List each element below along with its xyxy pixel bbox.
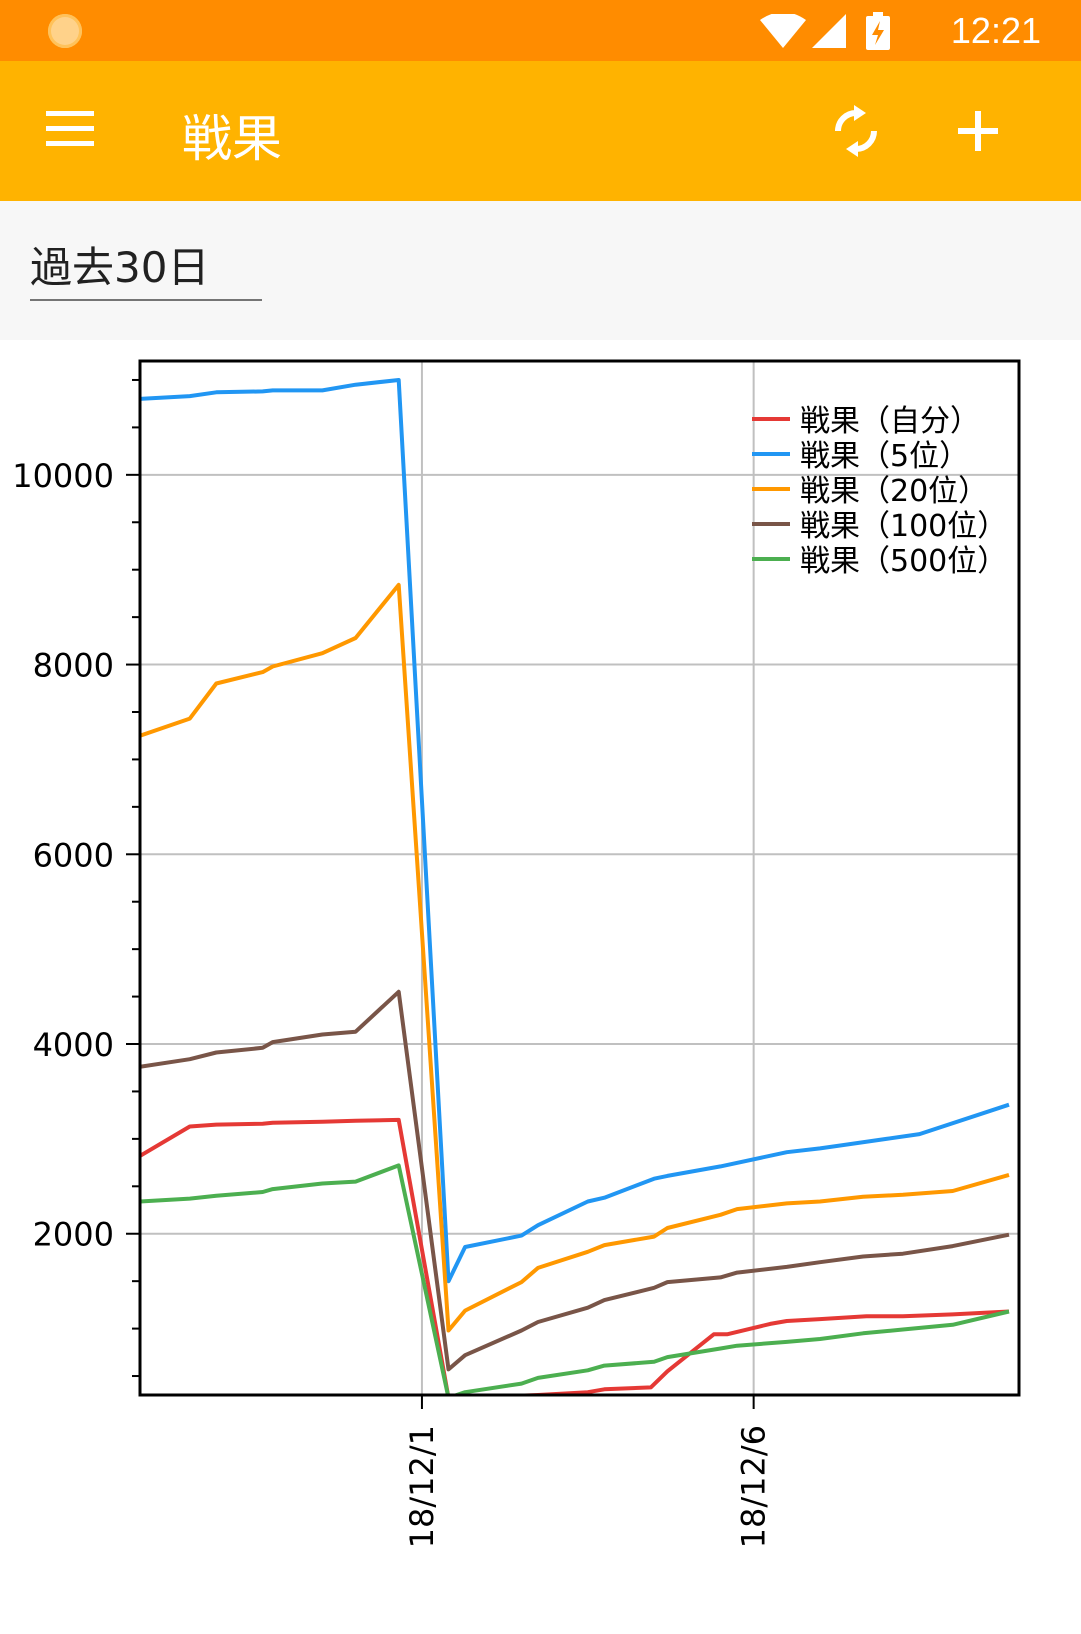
legend-entry-1: 戦果（自分） [800, 404, 980, 439]
y-tick-label: 6000 [33, 836, 114, 874]
app-bar: 戦果 [0, 61, 1081, 201]
wifi-icon [760, 14, 806, 48]
y-tick-label: 2000 [33, 1216, 114, 1254]
sun-icon [48, 14, 82, 48]
sync-icon[interactable] [828, 105, 884, 157]
series-line-2 [140, 378, 1010, 1284]
series-line-4 [140, 989, 1010, 1372]
status-bar: 12:21 [0, 0, 1081, 61]
chart-area: 2000 4000 6000 8000 10000 18/12/1 18/12/6 戦果（自分… [0, 340, 1081, 1630]
plus-icon[interactable] [954, 107, 1002, 155]
legend-entry-4: 戦果（100位） [800, 509, 1007, 544]
plot-frame [138, 359, 1021, 1397]
filter-bar: 過去30日 [0, 201, 1081, 340]
series-line-3 [140, 582, 1010, 1333]
x-tick-label: 18/12/6 [735, 1425, 773, 1548]
y-tick-label: 8000 [33, 647, 114, 685]
legend-entry-2: 戦果（5位） [800, 439, 969, 474]
status-time: 12:21 [950, 10, 1041, 51]
battery-charging-icon [866, 12, 890, 50]
menu-icon[interactable] [46, 109, 94, 149]
series-line-1 [140, 1117, 1010, 1395]
x-tick-label: 18/12/1 [403, 1425, 441, 1548]
line-chart: 2000 4000 6000 8000 10000 18/12/1 18/12/6 戦果（自分… [12, 359, 1021, 1548]
period-select[interactable]: 過去30日 [30, 237, 262, 301]
signal-icon [812, 14, 846, 48]
legend-entry-3: 戦果（20位） [800, 474, 988, 509]
page-title: 戦果 [182, 110, 282, 168]
y-tick-label: 4000 [33, 1026, 114, 1064]
legend-entry-5: 戦果（500位） [800, 544, 1007, 579]
series-line-5 [140, 1163, 1010, 1395]
y-tick-label: 10000 [12, 457, 114, 495]
